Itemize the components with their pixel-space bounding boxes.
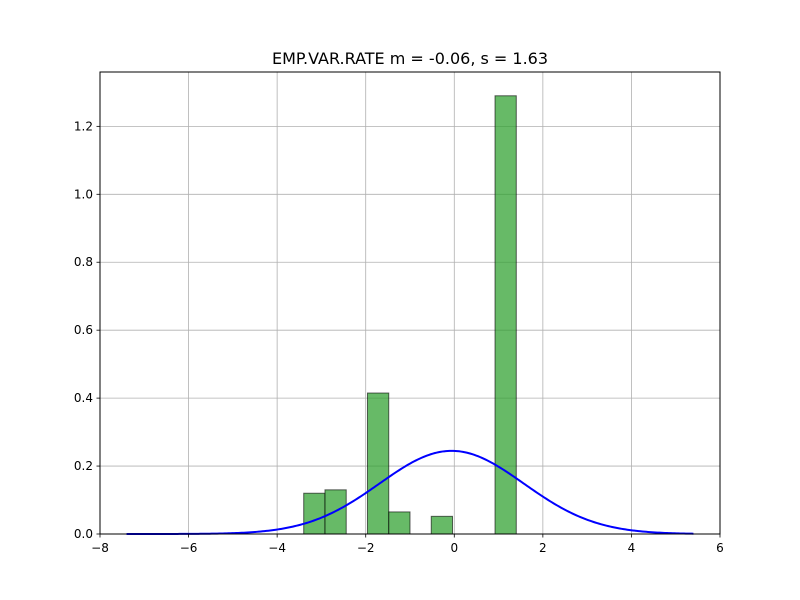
x-tick-label: −4	[268, 541, 286, 555]
y-tick-label: 0.2	[74, 459, 93, 473]
x-axis: −8 −6 −4 −2 0 2 4 6	[91, 534, 724, 555]
histogram-bar	[388, 511, 411, 535]
x-tick-label: −6	[180, 541, 198, 555]
x-tick-label: 6	[716, 541, 724, 555]
histogram-bar	[303, 492, 326, 535]
y-tick-label: 0.8	[74, 255, 93, 269]
plot-frame	[99, 71, 721, 535]
x-tick-label: −8	[91, 541, 109, 555]
y-tick-label: 0.4	[74, 391, 93, 405]
x-tick-label: 2	[539, 541, 547, 555]
x-tick-label: 4	[628, 541, 636, 555]
normal-curve-line	[126, 449, 694, 535]
normal-curve	[126, 449, 694, 535]
chart-title: EMP.VAR.RATE m = -0.06, s = 1.63	[272, 49, 548, 68]
x-tick-label: 0	[450, 541, 458, 555]
y-tick-label: 0.6	[74, 323, 93, 337]
histogram-bar	[494, 95, 517, 535]
y-tick-label: 1.2	[74, 119, 93, 133]
bars	[303, 95, 517, 535]
histogram-bar	[366, 392, 390, 535]
histogram-bar	[430, 515, 454, 535]
y-axis: 0.0 0.2 0.4 0.6 0.8 1.0 1.2	[74, 119, 100, 541]
x-tick-label: −2	[357, 541, 375, 555]
grid	[99, 72, 721, 535]
y-tick-label: 0.0	[74, 527, 93, 541]
y-tick-label: 1.0	[74, 187, 93, 201]
